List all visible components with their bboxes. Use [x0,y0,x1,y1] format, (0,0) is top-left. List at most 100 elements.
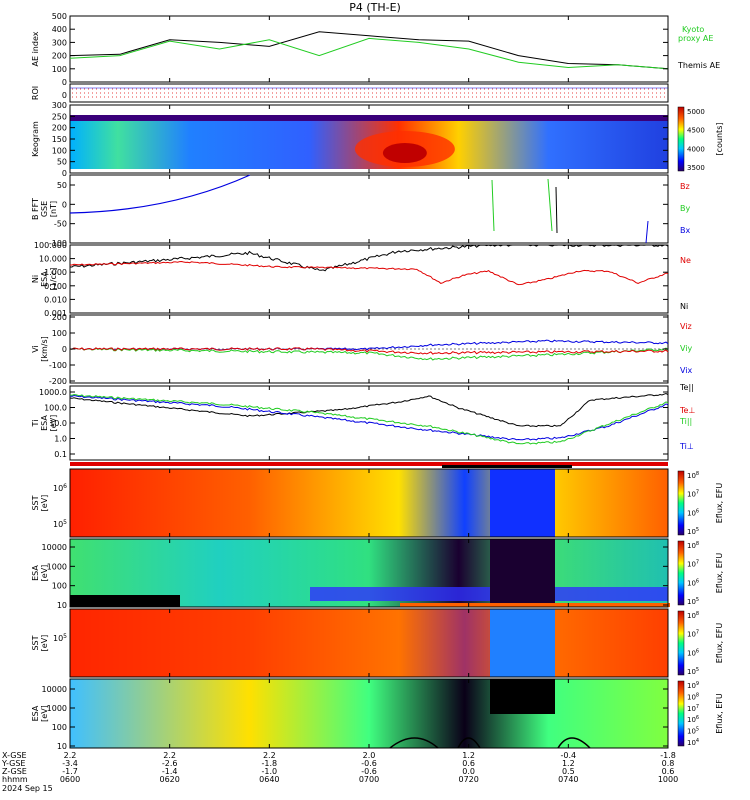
density-panel [69,244,669,314]
xaxis-tick-time: 0700 [359,775,379,784]
tick-label: 400 [52,25,67,34]
axis-label: [eV] [40,565,49,582]
themis-ae-line [69,31,669,70]
xaxis-tick-z: 0.6 [662,767,675,776]
tick-label: 10 [57,601,67,610]
axis-label: [eV] [40,635,49,652]
esa-ion-colorbar [677,540,685,606]
tick-label: 0 [62,91,67,100]
xaxis-tick-x: -0.4 [561,751,577,760]
legend-entry: Bz [680,182,690,191]
roi-panel [69,83,669,103]
axis-label: Ni [31,275,40,283]
xaxis-tick-y: -3.4 [62,759,78,768]
axis-label: ESA [40,415,49,431]
esa-ion-floor [70,595,180,607]
tick-label: 200 [52,124,67,133]
colorbar-label: [counts] [715,123,724,156]
tick-label: 0 [62,169,67,178]
by-line [491,179,495,232]
bx-line [645,220,649,244]
esa-e-contour [457,737,481,749]
esa-ion-low [310,587,668,601]
colorbar-tick: 108 [687,611,699,620]
colorbar-tick: 4500 [687,127,705,135]
tick-label: 100 [52,723,67,732]
colorbar-tick: 105 [687,597,699,606]
legend-entry: Ti⊥ [679,442,694,451]
axis-label: SST [31,635,40,650]
legend-entry: Te|| [679,383,694,392]
esa-e-contour [557,737,591,749]
axis-label: Ti [31,420,40,428]
esa-ion-line [400,603,670,607]
tick-label: 100 [52,329,67,338]
xaxis-tick-z: -0.6 [361,767,377,776]
colorbar-tick: 107 [687,630,699,639]
viz-line [69,347,669,355]
plot-title: P4 (TH-E) [349,1,401,14]
xaxis-tick-z: -1.4 [162,767,178,776]
xaxis-tick-time: 0600 [60,775,80,784]
colorbar-label: Eflux, EFU [715,483,724,524]
keogram-top-band [70,115,668,121]
xaxis-tick-y: 1.2 [562,759,575,768]
kyoto-ae-line [69,37,669,70]
colorbar-tick: 107 [687,704,699,713]
legend-entry: Kyoto [682,25,704,34]
tick-label: 0.010 [44,295,67,304]
esa-e-gap [490,679,555,714]
legend-entry: Bx [680,226,690,235]
legend-entry: Viz [680,322,692,331]
tick-label: 1000 [47,562,67,571]
xaxis-tick-y: 0.8 [662,759,675,768]
tick-label: 106 [53,483,67,493]
axis-label: ESA [40,271,49,287]
esa-e-contour [389,737,439,749]
colorbar-tick: 109 [687,681,699,690]
tick-label: 0.100 [44,282,67,291]
keogram-aurora-core [382,143,427,163]
te-par-line [69,392,669,428]
bx-line [69,174,251,214]
legend-entry: Themis AE [677,61,720,70]
colorbar-tick: 106 [687,578,699,587]
sst-e-red [70,609,668,677]
tick-label: 105 [53,633,67,643]
xaxis-tick-time: 0620 [159,775,179,784]
colorbar-tick: 107 [687,490,699,499]
xaxis-row-label: hhmm [2,775,28,784]
axis-label: AE index [31,31,40,66]
esa-electron-spectrogram [70,679,668,748]
axis-label: Keogram [31,121,40,157]
tick-label: -100 [49,239,67,248]
colorbar-label: Eflux, EFU [715,693,724,734]
tick-label: 50 [57,158,67,167]
colorbar-tick: 107 [687,560,699,569]
tick-label: 0 [62,345,67,354]
colorbar-tick: 108 [687,471,699,480]
axis-label: ROI [31,86,40,100]
tick-label: 100 [52,65,67,74]
axis-label: SST [31,495,40,510]
sst-ion-gap [490,469,555,537]
colorbar-tick: 105 [687,727,699,736]
xaxis-tick-z: 0.5 [562,767,575,776]
colorbar-tick: 4000 [687,145,705,153]
colorbar-tick: 106 [687,715,699,724]
xaxis-tick-time: 0640 [259,775,279,784]
mode-bar-burst [442,465,572,468]
xaxis-row-label: Y-GSE [1,759,25,768]
axis-label: [eV] [40,705,49,722]
tick-label: 100 [52,146,67,155]
xaxis-tick-time: 0720 [458,775,478,784]
colorbar-tick: 104 [687,738,699,747]
xaxis-tick-y: -1.8 [262,759,278,768]
bfft-panel [69,174,669,244]
colorbar-tick: 5000 [687,108,705,116]
colorbar-tick: 105 [687,667,699,676]
legend-entry: Ti|| [679,417,692,426]
tick-label: 10 [57,742,67,751]
tick-label: 0 [62,78,67,87]
